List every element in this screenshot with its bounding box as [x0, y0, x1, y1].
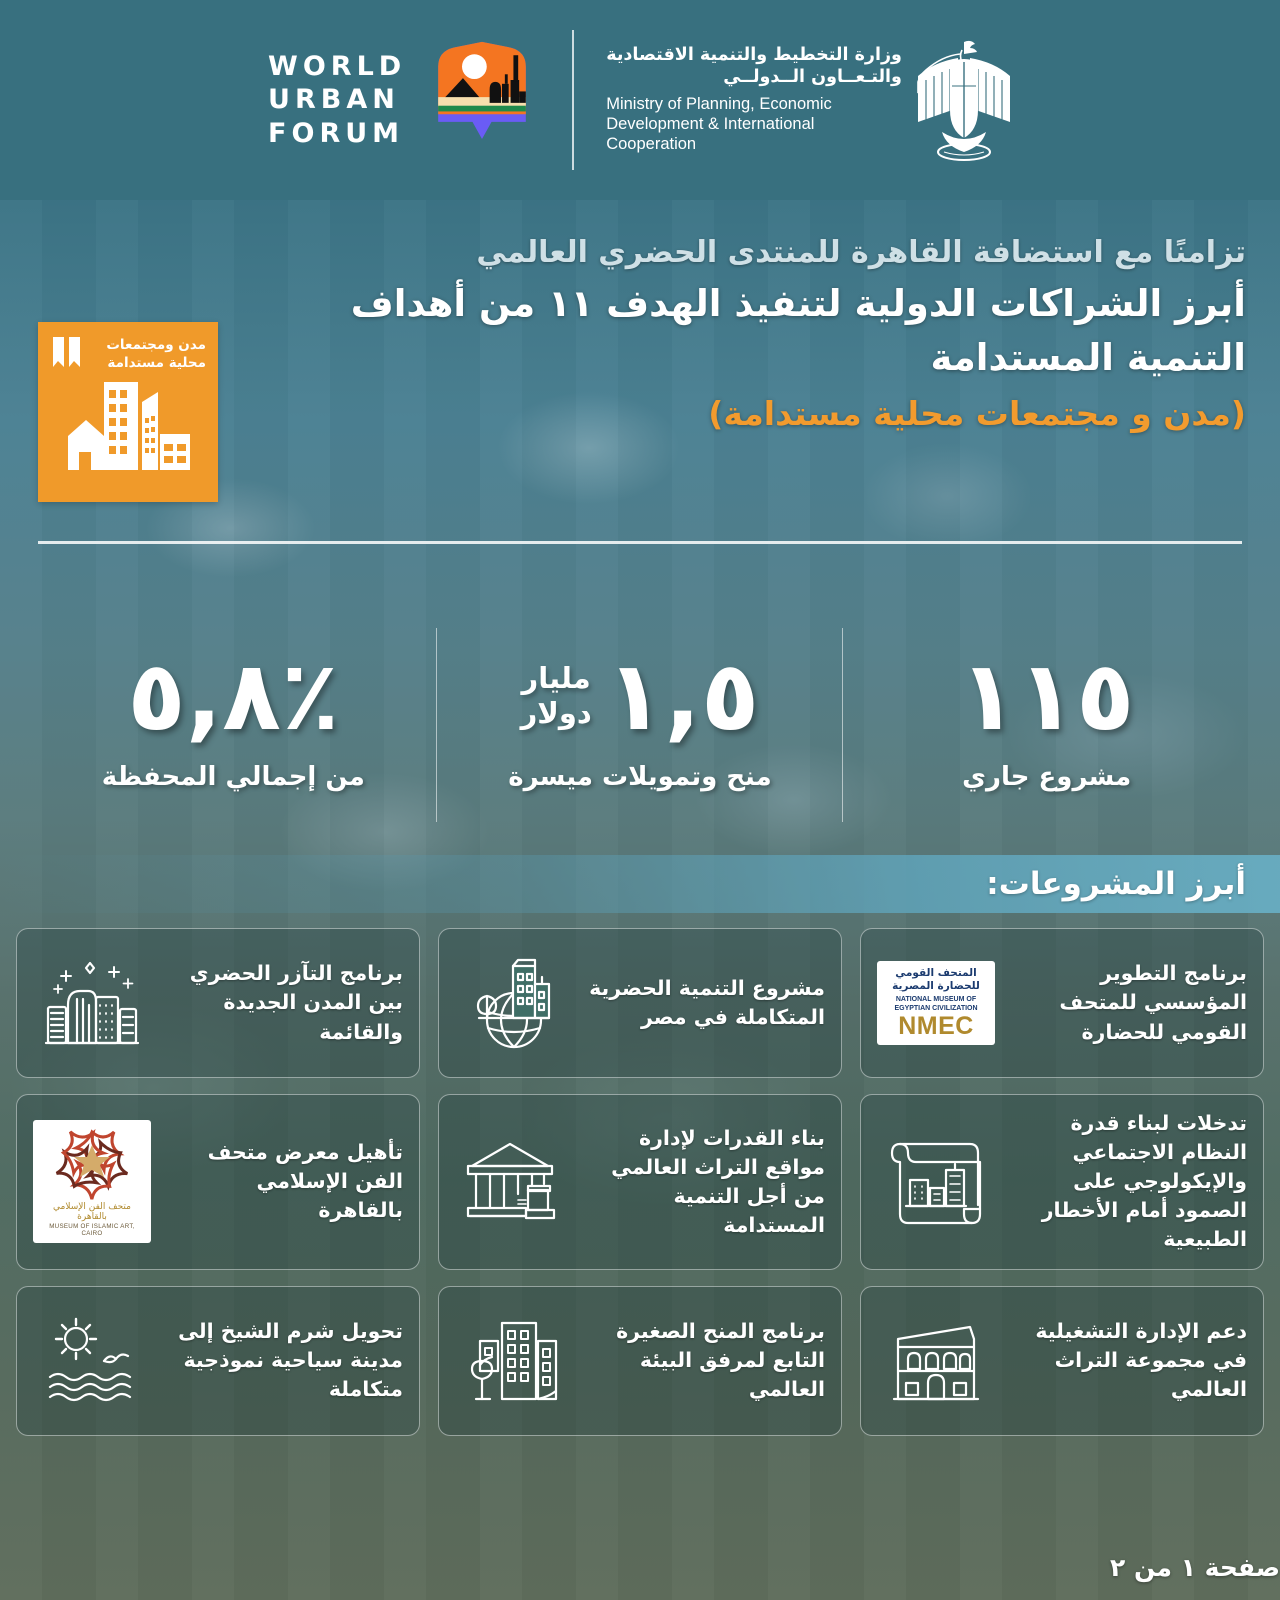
- wuf-word-line3: FORUM: [268, 117, 405, 149]
- ministry-english-line3: Cooperation: [606, 135, 697, 154]
- ministry-english-line2: Development & International: [606, 115, 815, 134]
- project-card-text: تأهيل معرض متحف الفن الإسلامي بالقاهرة: [207, 1140, 403, 1223]
- sun-sea-icon: [48, 1317, 132, 1401]
- stat-funding-unit: مليار دولار: [521, 661, 592, 732]
- project-card-icon: [877, 1136, 995, 1228]
- stat-portfolio-share: ٪٥,٨ من إجمالي المحفظة: [30, 600, 437, 840]
- project-card-text: برنامج المنح الصغيرة التابع لمرفق البيئة…: [616, 1318, 825, 1402]
- nmec-en-line1: NATIONAL MUSEUM OF: [895, 995, 977, 1003]
- nmec-en-line2: EGYPTIAN CIVILIZATION: [894, 1004, 978, 1012]
- project-card[interactable]: تحويل شرم الشيخ إلى مدينة سياحية نموذجية…: [16, 1285, 420, 1436]
- nmec-logo: المتحف القومي للحضارة المصرية NATIONAL M…: [877, 960, 995, 1046]
- project-card-icon: [455, 956, 573, 1050]
- project-card[interactable]: برنامج المنح الصغيرة التابع لمرفق البيئة…: [438, 1285, 842, 1436]
- ministry-english: Ministry of Planning, Economic Developme…: [606, 94, 902, 154]
- project-card-icon: [455, 1136, 573, 1228]
- nmec-ar-line2: للحضارة المصرية: [892, 979, 980, 992]
- header-band: [0, 0, 1280, 200]
- world-urban-forum-logo: WORLD URBAN FORUM: [268, 40, 540, 160]
- stat-projects-label: مشروع جاري: [962, 762, 1132, 792]
- wuf-word-line2: URBAN: [268, 84, 400, 116]
- stats-row: ١١٥ مشروع جاري ١,٥ مليار دولار منح وتموي…: [30, 600, 1250, 840]
- stat-funding-unit-line2: دولار: [520, 696, 592, 730]
- projects-section-title: أبرز المشروعات:: [986, 866, 1246, 902]
- wuf-cityscape-logo-icon: [438, 41, 527, 140]
- egypt-eagle-emblem-icon: [917, 40, 1010, 161]
- sdg11-cities-icon: [68, 382, 190, 471]
- project-card[interactable]: مشروع التنمية الحضرية المتكاملة في مصر: [438, 928, 842, 1078]
- project-card[interactable]: بناء القدرات لإدارة مواقع التراث العالمي…: [438, 1094, 842, 1270]
- sdg-badge-label-line1: مدن ومجتمعات: [106, 337, 206, 353]
- projects-section-header: أبرز المشروعات:: [0, 855, 1280, 913]
- nmec-logo-english: NATIONAL MUSEUM OF EGYPTIAN CIVILIZATION: [894, 996, 977, 1013]
- stat-funding-unit-line1: مليار: [521, 660, 591, 695]
- sdg-badge-top: مدن ومجتمعات محلية مستدامة: [50, 334, 206, 372]
- ministry-arabic-line2: والتـعــاون الــدولــي: [723, 67, 902, 88]
- city-skyline-sparkle-icon: [44, 961, 140, 1045]
- stat-portfolio-label: من إجمالي المحفظة: [101, 762, 365, 792]
- header-divider: [572, 30, 575, 170]
- project-card-icon: متحف الفن الإسلامي بالقاهرة MUSEUM OF IS…: [33, 1120, 151, 1244]
- project-card[interactable]: تدخلات لبناء قدرة النظام الاجتماعي والإي…: [860, 1094, 1264, 1270]
- heritage-temple-icon: [466, 1142, 556, 1219]
- ministry-logo: وزارة التخطيط والتنمية الاقتصادية والتـع…: [606, 36, 1012, 164]
- stat-projects-number: ١١٥: [958, 640, 1135, 752]
- stat-portfolio-figure: ٪٥,٨: [127, 648, 339, 744]
- project-card-text: دعم الإدارة التشغيلية في مجموعة التراث ا…: [1035, 1318, 1247, 1402]
- project-card-text: برنامج التآزر الحضري بين المدن الجديدة و…: [189, 961, 403, 1044]
- project-card-text: برنامج التطوير المؤسسي للمتحف القومي للح…: [1059, 961, 1247, 1044]
- stat-projects: ١١٥ مشروع جاري: [843, 600, 1250, 840]
- projects-grid: برنامج التطوير المؤسسي للمتحف القومي للح…: [16, 928, 1264, 1436]
- project-card[interactable]: برنامج التآزر الحضري بين المدن الجديدة و…: [16, 928, 420, 1078]
- wuf-wordmark: WORLD URBAN FORUM: [268, 53, 406, 148]
- museum-of-islamic-art-logo: متحف الفن الإسلامي بالقاهرة MUSEUM OF IS…: [33, 1120, 151, 1244]
- mia-logo-arabic-caption: متحف الفن الإسلامي بالقاهرة: [53, 1202, 131, 1223]
- project-card-text: تحويل شرم الشيخ إلى مدينة سياحية نموذجية…: [178, 1318, 403, 1402]
- stat-funding-figure: ١,٥ مليار دولار: [521, 648, 760, 744]
- sdg-11-badge: مدن ومجتمعات محلية مستدامة: [38, 322, 218, 502]
- project-card-text: مشروع التنمية الحضرية المتكاملة في مصر: [589, 975, 825, 1029]
- heritage-building-icon: [892, 1325, 980, 1400]
- project-card-icon: [455, 1315, 573, 1407]
- sdg-badge-label: مدن ومجتمعات محلية مستدامة: [106, 334, 206, 372]
- nmec-logo-arabic: المتحف القومي للحضارة المصرية: [892, 967, 980, 993]
- title-divider: [38, 541, 1242, 544]
- wuf-word-line1: WORLD: [268, 50, 407, 82]
- project-card-icon: [33, 1317, 151, 1405]
- project-card-icon: [877, 1317, 995, 1405]
- page-footer: صفحة ١ من ٢: [0, 1553, 1280, 1582]
- title-subtitle: (مدن و مجتمعات محلية مستدامة): [708, 393, 1246, 433]
- stat-funding: ١,٥ مليار دولار منح وتمويلات ميسرة: [437, 600, 844, 840]
- mia-logo-english-caption: MUSEUM OF ISLAMIC ART, CAIRO: [49, 1223, 135, 1238]
- sdg-number-11-icon: [53, 337, 80, 367]
- green-building-icon: [470, 1321, 558, 1400]
- globe-city-icon: [476, 958, 551, 1049]
- ministry-english-line1: Ministry of Planning, Economic: [606, 95, 832, 114]
- sdg-badge-label-line2: محلية مستدامة: [107, 355, 206, 372]
- project-card-text: بناء القدرات لإدارة مواقع التراث العالمي…: [611, 1125, 825, 1237]
- title-kicker: تزامنًا مع استضافة القاهرة للمنتدى الحضر…: [476, 235, 1246, 270]
- nmec-logo-acronym: NMEC: [898, 1012, 974, 1041]
- page-indicator: صفحة ١ من ٢: [1110, 1553, 1280, 1582]
- islamic-rosette-icon: [55, 1129, 129, 1200]
- ministry-text: وزارة التخطيط والتنمية الاقتصادية والتـع…: [606, 45, 902, 154]
- project-card[interactable]: دعم الإدارة التشغيلية في مجموعة التراث ا…: [860, 1285, 1264, 1436]
- stat-portfolio-number: ٪٥,٨: [127, 640, 340, 752]
- stat-projects-figure: ١١٥: [959, 648, 1135, 744]
- title-block: تزامنًا مع استضافة القاهرة للمنتدى الحضر…: [240, 232, 1246, 438]
- blueprint-city-icon: [890, 1142, 982, 1224]
- project-card[interactable]: برنامج التطوير المؤسسي للمتحف القومي للح…: [860, 928, 1264, 1078]
- page-header: WORLD URBAN FORUM وزارة: [0, 0, 1280, 200]
- project-card-icon: المتحف القومي للحضارة المصرية NATIONAL M…: [877, 960, 995, 1046]
- project-card-icon: [33, 957, 151, 1049]
- project-card[interactable]: تأهيل معرض متحف الفن الإسلامي بالقاهرة: [16, 1094, 420, 1270]
- ministry-arabic-line1: وزارة التخطيط والتنمية الاقتصادية: [606, 45, 902, 66]
- stat-funding-number: ١,٥: [605, 640, 760, 752]
- nmec-ar-line1: المتحف القومي: [895, 966, 977, 979]
- project-card-text: تدخلات لبناء قدرة النظام الاجتماعي والإي…: [1041, 1111, 1247, 1252]
- stat-funding-label: منح وتمويلات ميسرة: [508, 762, 772, 792]
- page-title: أبرز الشراكات الدولية لتنفيذ الهدف ١١ من…: [350, 282, 1246, 380]
